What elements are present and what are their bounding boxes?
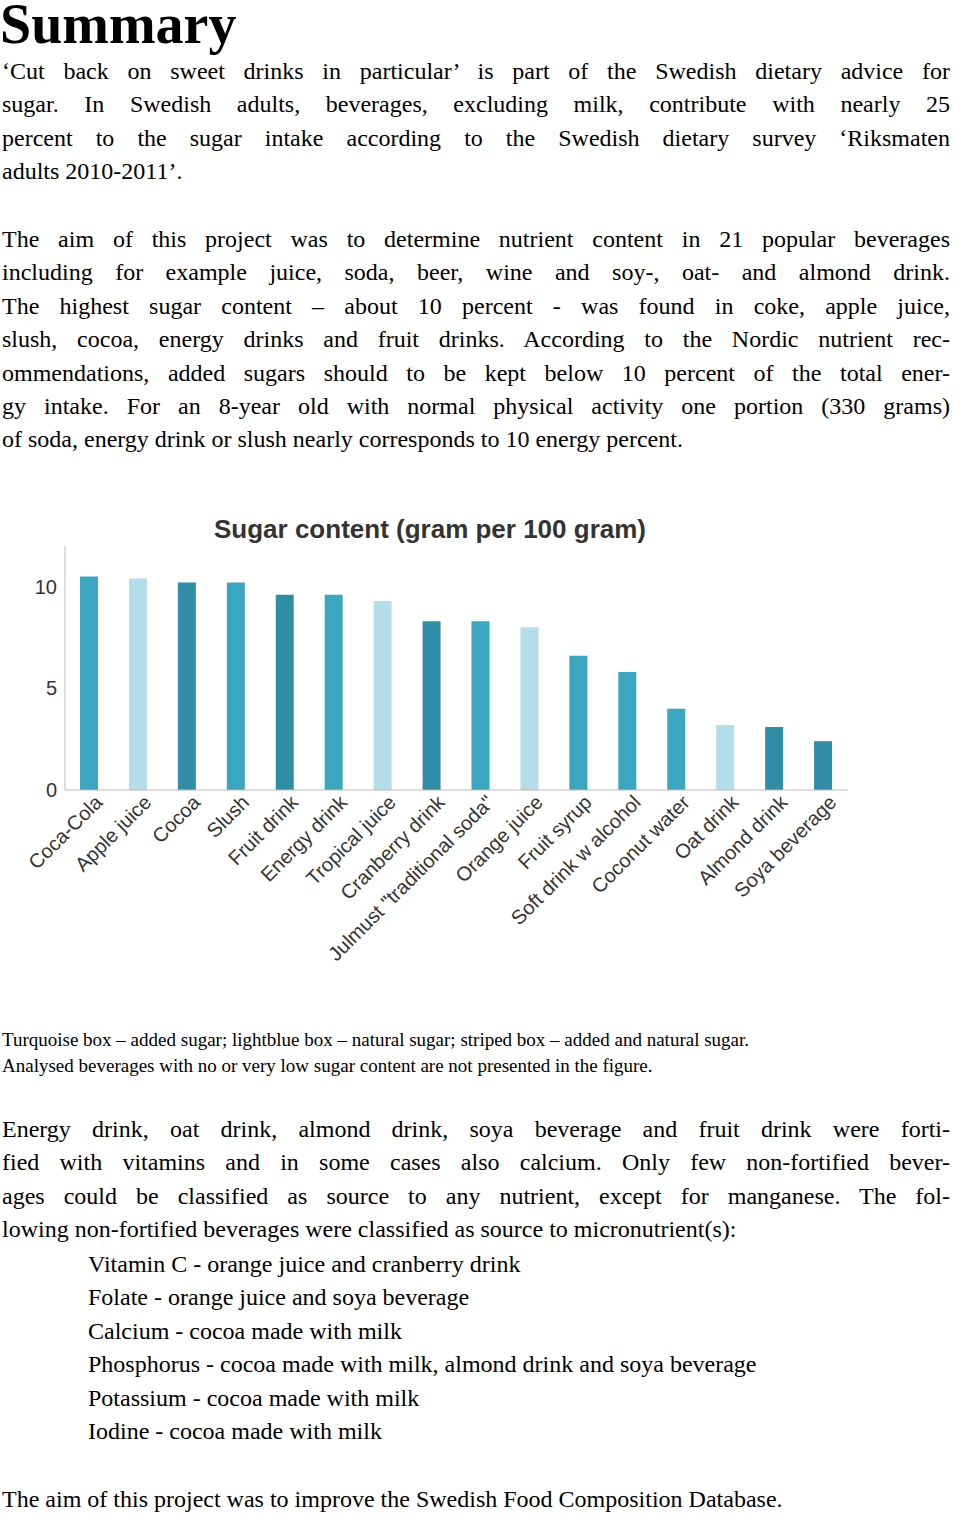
html-text:Phosphorus - cocoa made with m: Phosphorus - cocoa made with milk, almon… [88,1351,757,1378]
html-text:Energy drink, oat drink, almon: Energy drink, oat drink, almond drink, s… [2,1116,950,1142]
svg-text:Soya beverage: Soya beverage [730,791,841,902]
html-text:Calcium - cocoa made with milk: Calcium - cocoa made with milk [88,1317,402,1344]
svg-text:Cranberry drink: Cranberry drink [336,790,449,904]
html-text:Iodine - cocoa made with milk: Iodine - cocoa made with milk [88,1418,382,1444]
svg-text:Julmust "traditional soda": Julmust "traditional soda" [323,790,498,966]
svg-text:Cocoa: Cocoa [148,790,205,847]
html-text:including for example juice, s: including for example juice, soda, beer,… [2,259,950,286]
svg-text:Orange juice: Orange juice [451,790,547,887]
svg-text:Fruit syrup: Fruit syrup [513,790,596,874]
svg-text:Almond drink: Almond drink [693,790,792,889]
svg-text:Coca-Cola: Coca-Cola [24,790,107,874]
svg-text:5: 5 [46,677,57,699]
html-text:percent to the sugar intake ac: percent to the sugar intake according to… [2,124,950,151]
html-text:Vitamin C - orange juice and c: Vitamin C - orange juice and cranberry d… [88,1251,521,1277]
svg-text:Oat drink: Oat drink [669,790,743,864]
html-text:Potassium - cocoa made with mi: Potassium - cocoa made with milk [88,1384,420,1411]
html-text:ommendations, added sugars sho: ommendations, added sugars should to be … [2,359,950,386]
svg-text:Soft drink w alcohol: Soft drink w alcohol [506,790,645,930]
html-text:The aim of this project was to: The aim of this project was to determine… [2,226,950,252]
html-text:lowing non-fortified beverages: lowing non-fortified beverages were clas… [2,1216,737,1243]
svg-text:Energy drink: Energy drink [256,790,352,886]
html-text:Analysed beverages with no or: Analysed beverages with no or very low s… [2,1055,653,1076]
html-text:slush, cocoa, energy drinks an: slush, cocoa, energy drinks and fruit dr… [2,326,950,353]
html-text:of soda, energy drink or slush: of soda, energy drink or slush nearly co… [2,426,683,453]
html-text:adults 2010-2011’.: adults 2010-2011’. [2,158,183,185]
svg-text:Coconut water: Coconut water [586,790,694,898]
html-text:The aim of this project was to: The aim of this project was to improve t… [2,1486,783,1512]
html-text:sugar. In Swedish adults, beve: sugar. In Swedish adults, beverages, exc… [2,91,950,118]
svg-text:Fruit drink: Fruit drink [223,790,303,870]
svg-text:Slush: Slush [202,790,254,842]
svg-text:0: 0 [46,779,57,801]
html-text:‘Cut back on sweet drinks in p: ‘Cut back on sweet drinks in particular’… [2,58,950,84]
html-text:The highest sugar content – ab: The highest sugar content – about 10 per… [2,292,950,319]
svg-text:10: 10 [35,576,57,598]
html-text:Turquoise box – added sugar; l: Turquoise box – added sugar; lightblue b… [2,1029,749,1050]
html-text:Folate - orange juice and soya: Folate - orange juice and soya beverage [88,1284,470,1311]
html-text:gy intake. For an 8-year old w: gy intake. For an 8-year old with normal… [2,393,950,419]
html-text:ages could be classified as so: ages could be classified as source to an… [2,1182,950,1209]
html-text:fied with vitamins and in some: fied with vitamins and in some cases als… [2,1149,950,1176]
html-text:Sugar content (gram per 100 gr: Sugar content (gram per 100 gram) [214,514,646,544]
svg-text:Apple juice: Apple juice [71,791,156,876]
svg-text:Tropical juice: Tropical juice [301,790,401,890]
